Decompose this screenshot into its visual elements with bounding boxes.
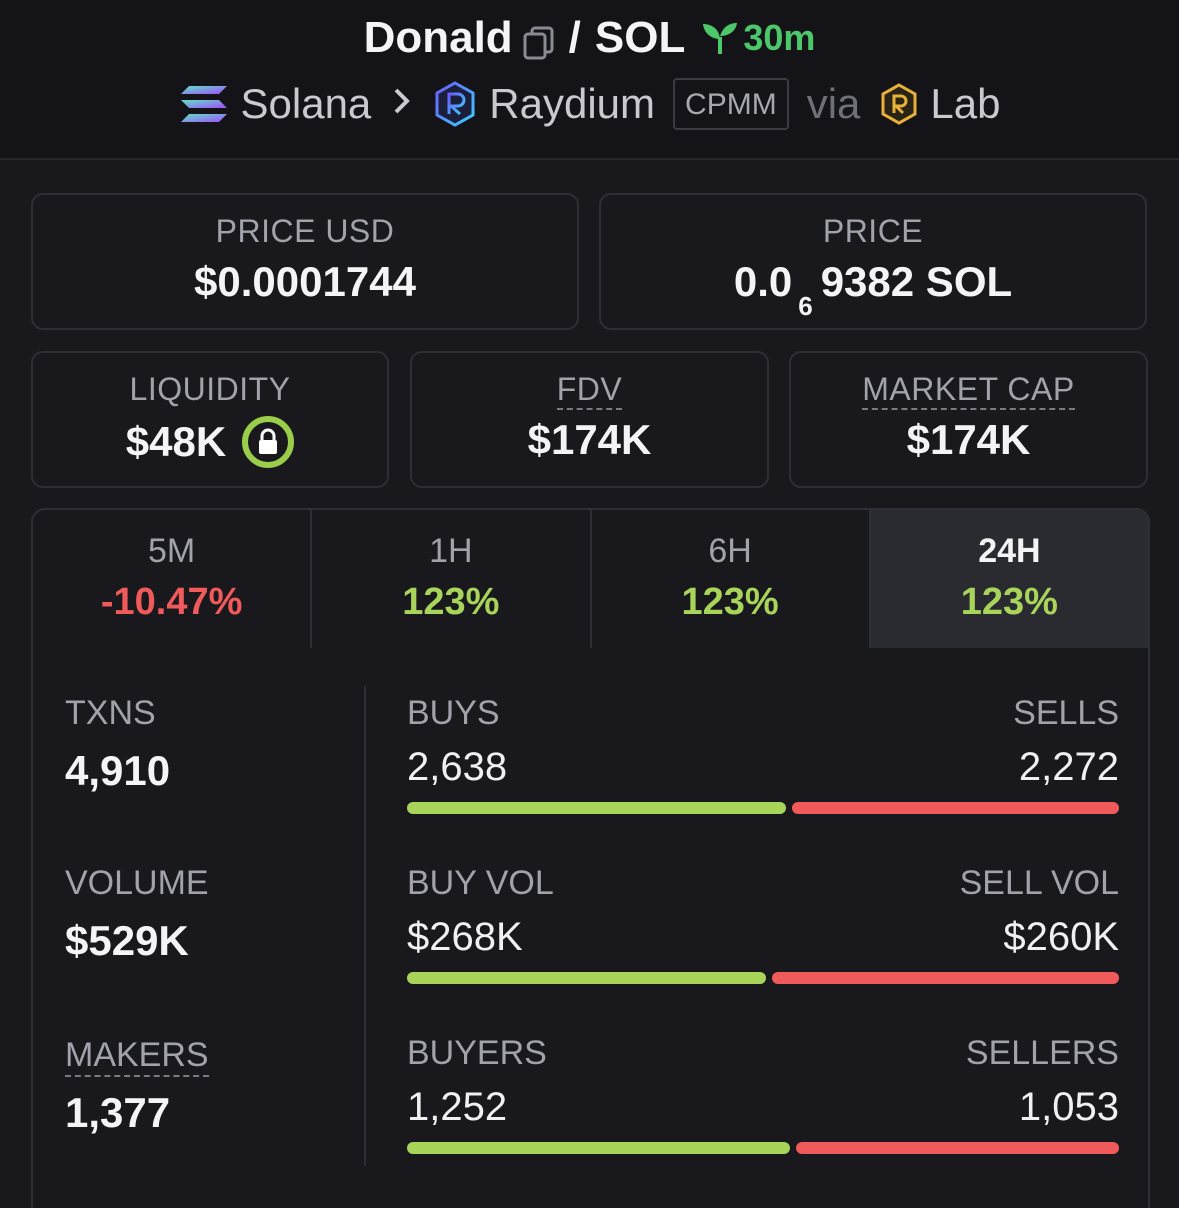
buyers-label: BUYERS [407, 1034, 547, 1072]
tab-1h-label: 1H [429, 532, 473, 570]
price-usd-card: PRICE USD $0.0001744 [31, 193, 579, 330]
pair-separator: / [568, 13, 581, 62]
copy-icon[interactable] [523, 21, 555, 60]
market-cap-label[interactable]: MARKET CAP [862, 371, 1075, 410]
seedling-icon [701, 21, 739, 55]
txns-stat: TXNS 4,910 [65, 694, 170, 795]
market-cap-card: MARKET CAP $174K [789, 351, 1148, 488]
sell-vol-bar-segment [771, 972, 1119, 984]
makers-stat: MAKERS 1,377 [65, 1036, 209, 1137]
pair-title: Donald / SOL 30m [0, 12, 1179, 64]
tab-6h-label: 6H [708, 532, 752, 570]
solana-logo-icon [179, 84, 229, 124]
sell-vol-label: SELL VOL [959, 864, 1119, 902]
volume-value: $529K [65, 917, 189, 964]
txns-value: 4,910 [65, 747, 171, 794]
buyers-sellers-bar [407, 1142, 1119, 1154]
buy-vol-bar-segment [407, 972, 766, 984]
lock-icon[interactable] [242, 416, 295, 468]
buy-vol-label: BUY VOL [407, 864, 554, 902]
stats-divider [364, 686, 366, 1166]
tab-6h[interactable]: 6H 123% [592, 510, 871, 648]
age-value: 30m [743, 17, 816, 58]
tab-5m[interactable]: 5M -10.47% [33, 510, 313, 648]
buys-bar-segment [407, 802, 787, 814]
liquidity-value-row: $48K [33, 416, 387, 468]
sells-value: 2,272 [1018, 745, 1119, 789]
tab-24h-label: 24H [978, 532, 1041, 570]
stats-panel: TXNS 4,910 VOLUME $529K MAKERS 1,377 BUY… [31, 648, 1150, 1208]
fdv-value: $174K [527, 416, 652, 463]
sellers-label: SELLERS [965, 1034, 1119, 1072]
volume-stat: VOLUME $529K [65, 864, 209, 965]
chain-name[interactable]: Solana [240, 80, 372, 127]
launchpad-name[interactable]: Lab [930, 80, 1001, 127]
fdv-label[interactable]: FDV [556, 371, 623, 410]
raydium-logo-icon [433, 80, 477, 128]
price-native-card: PRICE 0.069382 SOL [599, 193, 1147, 330]
market-cap-value: $174K [906, 416, 1031, 463]
buyers-sellers-row: BUYERS SELLERS 1,252 1,053 [407, 1034, 1119, 1154]
sellers-bar-segment [796, 1142, 1119, 1154]
tab-1h[interactable]: 1H 123% [312, 510, 592, 648]
chevron-right-icon [393, 85, 411, 124]
liquidity-card: LIQUIDITY $48K [31, 351, 389, 488]
price-native-zero-count: 6 [798, 291, 813, 322]
buys-value: 2,638 [407, 745, 508, 789]
tab-5m-change: -10.47% [100, 581, 243, 623]
tab-5m-label: 5M [148, 532, 196, 570]
makers-value: 1,377 [65, 1089, 171, 1136]
quote-symbol: SOL [594, 13, 686, 62]
liquidity-value: $48K [125, 418, 227, 465]
buys-label: BUYS [407, 694, 500, 732]
price-native-digits: 9382 SOL [820, 258, 1013, 305]
token-symbol: Donald [363, 13, 513, 62]
txns-label: TXNS [65, 694, 156, 732]
sells-bar-segment [792, 802, 1119, 814]
via-label: via [806, 80, 861, 127]
tab-6h-change: 123% [681, 581, 779, 623]
buyers-bar-segment [407, 1142, 791, 1154]
price-usd-label: PRICE USD [215, 213, 395, 249]
buy-vol-value: $268K [407, 915, 523, 959]
pair-source: Solana Raydium CPMM via Lab [0, 78, 1179, 130]
volume-split-row: BUY VOL SELL VOL $268K $260K [407, 864, 1119, 984]
buys-sells-bar [407, 802, 1119, 814]
makers-label[interactable]: MAKERS [65, 1036, 209, 1077]
price-native-label: PRICE [822, 213, 924, 249]
tab-1h-change: 123% [402, 581, 500, 623]
pair-header: Donald / SOL 30m [0, 0, 1179, 160]
volume-label: VOLUME [65, 864, 209, 902]
fdv-card: FDV $174K [410, 351, 769, 488]
liquidity-label: LIQUIDITY [129, 371, 291, 407]
timeframe-tabs: 5M -10.47% 1H 123% 6H 123% 24H 123% [31, 508, 1150, 650]
sells-label: SELLS [1013, 694, 1119, 732]
volume-split-bar [407, 972, 1119, 984]
price-native-value: 0.069382 SOL [601, 258, 1145, 321]
price-usd-value: $0.0001744 [194, 258, 416, 305]
sell-vol-value: $260K [1003, 915, 1119, 959]
tab-24h-change: 123% [960, 581, 1058, 623]
buyers-value: 1,252 [407, 1085, 508, 1129]
dex-name[interactable]: Raydium [489, 80, 656, 127]
buys-sells-row: BUYS SELLS 2,638 2,272 [407, 694, 1119, 814]
pair-age: 30m [701, 17, 815, 59]
sellers-value: 1,053 [1018, 1085, 1119, 1129]
pool-type-badge: CPMM [673, 78, 789, 130]
lab-logo-icon [880, 83, 918, 125]
price-native-prefix: 0.0 [733, 258, 793, 305]
tab-24h[interactable]: 24H 123% [870, 510, 1148, 648]
